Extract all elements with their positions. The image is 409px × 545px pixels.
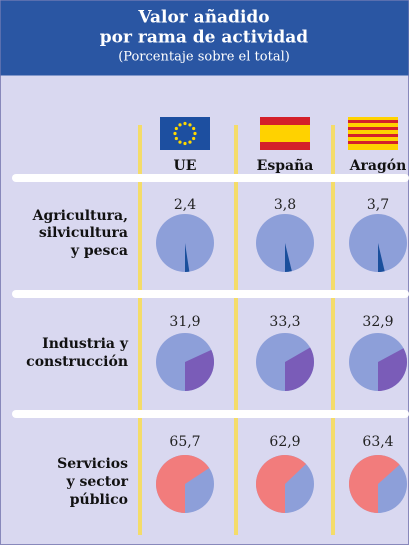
value-label: 62,9 — [269, 434, 300, 450]
star — [174, 136, 178, 141]
row-label: Agricultura, — [32, 208, 128, 224]
value-label: 3,8 — [274, 197, 296, 213]
star — [192, 136, 196, 141]
column-label: España — [257, 157, 314, 174]
subtitle: (Porcentaje sobre el total) — [118, 50, 290, 65]
title-line: por rama de actividad — [100, 28, 309, 48]
star — [183, 141, 187, 146]
value-label: 31,9 — [169, 314, 200, 330]
flag-aragon — [348, 117, 398, 150]
value-label: 3,7 — [367, 197, 389, 213]
pie-slice — [156, 455, 210, 513]
row-dividers — [12, 174, 409, 418]
value-label: 63,4 — [362, 434, 393, 450]
pie-slice — [185, 349, 215, 391]
pie-slice — [378, 348, 408, 391]
row-label: y sector — [65, 474, 128, 490]
value-label: 32,9 — [362, 314, 393, 330]
star — [192, 126, 196, 131]
header — [0, 0, 409, 76]
value-label: 33,3 — [269, 314, 300, 330]
pie-slice — [255, 455, 307, 513]
title-line: Valor añadido — [137, 8, 269, 28]
column-label: Aragón — [349, 158, 407, 174]
star — [174, 126, 178, 131]
pie-slice — [285, 243, 292, 272]
pie-slice — [348, 455, 400, 513]
row-label: construcción — [26, 354, 128, 370]
star — [193, 131, 197, 136]
value-label: 65,7 — [169, 434, 200, 450]
flag-spain — [260, 117, 310, 150]
star — [188, 123, 192, 127]
pie-slice — [378, 243, 385, 272]
star — [178, 123, 182, 127]
pie-slice — [285, 347, 314, 391]
star — [178, 140, 182, 144]
row-label: Servicios — [57, 456, 128, 472]
star — [188, 140, 192, 144]
value-label: 2,4 — [174, 197, 196, 213]
column-dividers — [138, 125, 335, 535]
row-label: Industria y — [42, 336, 129, 352]
star — [183, 121, 187, 126]
row-label: público — [70, 492, 128, 508]
flag-eu — [160, 117, 210, 150]
row-label: silvicultura — [39, 225, 128, 241]
column-label: UE — [174, 158, 197, 174]
row-label: y pesca — [70, 243, 128, 259]
pie-slice — [185, 243, 190, 272]
star — [173, 131, 177, 136]
